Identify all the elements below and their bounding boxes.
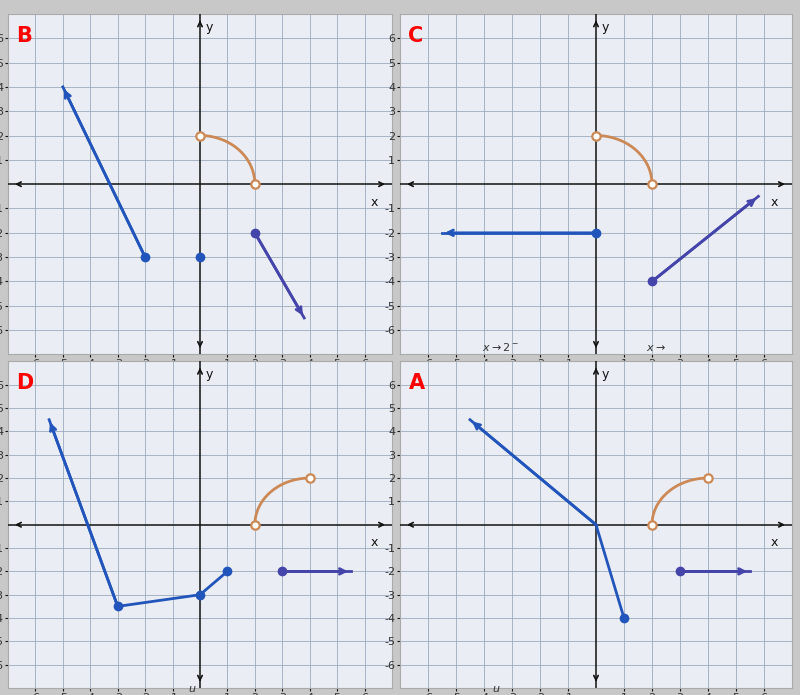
Text: x: x [371, 196, 378, 209]
Text: $x \rightarrow 2^-$: $x \rightarrow 2^-$ [482, 341, 518, 353]
Text: x: x [770, 196, 778, 209]
Text: y: y [206, 368, 213, 382]
Text: D: D [16, 373, 34, 393]
Text: C: C [408, 26, 424, 46]
Text: $u$: $u$ [188, 684, 196, 694]
Text: x: x [371, 537, 378, 549]
Text: y: y [602, 21, 609, 34]
Text: x: x [770, 537, 778, 549]
Text: y: y [206, 21, 213, 34]
Text: $u$: $u$ [492, 684, 500, 694]
Text: A: A [408, 373, 425, 393]
Text: B: B [16, 26, 32, 46]
Text: $x \rightarrow$: $x \rightarrow$ [646, 343, 666, 353]
Text: y: y [602, 368, 609, 382]
